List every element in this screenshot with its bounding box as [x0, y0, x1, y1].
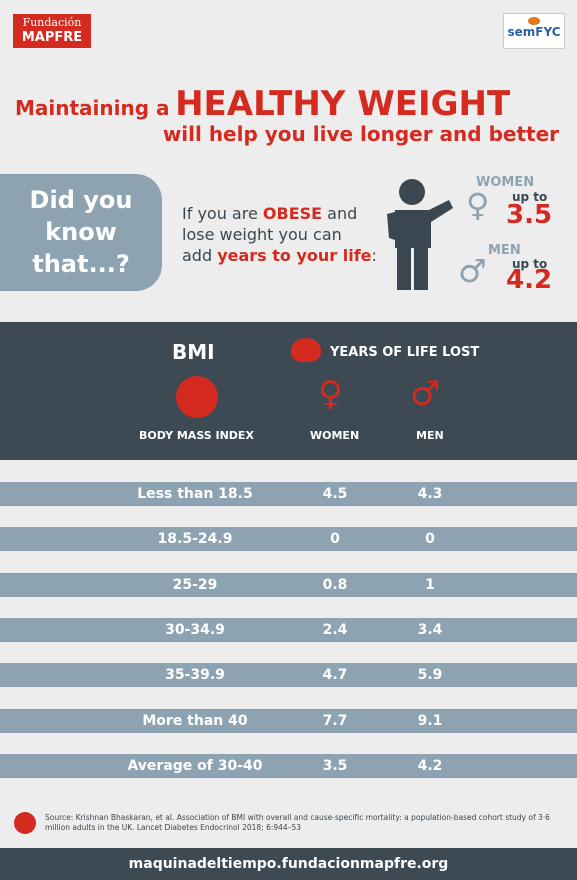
text: add: [182, 246, 218, 265]
table-row: 18.5-24.9 0 0: [0, 527, 577, 552]
table-value: 7.7: [322, 712, 348, 729]
table-label: 35-39.9: [165, 667, 225, 684]
footer: maquinadeltiempo.fundacionmapfre.org: [0, 848, 577, 880]
logo-text: semFYC: [507, 25, 561, 39]
title-emphasis: HEALTHY WEIGHT: [175, 84, 511, 124]
fact-text: If you are OBESE and lose weight you can…: [182, 203, 377, 266]
men-symbol: ♂: [458, 252, 487, 290]
question-box: Did you know that...?: [0, 174, 162, 291]
scale-icon: [176, 376, 218, 418]
text: OBESE: [262, 204, 323, 223]
table-value: 0: [330, 531, 340, 548]
text: and: [322, 204, 358, 223]
men-symbol: ♂: [410, 374, 441, 414]
men-value: 4.2: [506, 265, 553, 295]
women-value: 3.5: [506, 200, 553, 230]
table-value: 5.9: [417, 667, 443, 684]
source: Source: Krishnan Bhaskaran, et al. Assoc…: [45, 813, 550, 832]
table-label: Average of 30-40: [127, 757, 263, 774]
table-value: 3.5: [322, 757, 348, 774]
logo-text: Fundación: [22, 16, 82, 29]
women-symbol: ♀: [318, 374, 343, 414]
header-years: YEARS OF LIFE LOST: [330, 345, 480, 360]
table-label: More than 40: [142, 712, 248, 729]
women-prefix: up to: [512, 190, 548, 204]
header-bmi: BMI: [172, 340, 215, 364]
logo-right: semFYC: [503, 13, 565, 49]
women-symbol: ♀: [466, 186, 490, 224]
header-bmi-full: BODY MASS INDEX: [139, 429, 254, 442]
table-row: Average of 30-40 3.5 4.2: [0, 753, 577, 778]
table-value: 4.5: [322, 486, 348, 502]
table-value: 0: [425, 531, 435, 548]
table-row: 25-29 0.8 1: [0, 572, 577, 597]
logo-left: Fundación MAPFRE: [13, 14, 91, 48]
table-value: 0.8: [322, 576, 348, 593]
question-line: know: [45, 218, 117, 246]
table-value: 2.4: [322, 621, 348, 638]
text: lose weight you can: [182, 225, 342, 244]
question-line: that...?: [32, 250, 130, 278]
text: years to your life: [217, 246, 372, 265]
source-icon: [14, 812, 36, 834]
heart-icon: [291, 338, 321, 362]
table-row: 35-39.9 4.7 5.9: [0, 663, 577, 688]
table-row: 30-34.9 2.4 3.4: [0, 617, 577, 642]
table-label: 30-34.9: [165, 621, 225, 638]
women-label: WOMEN: [476, 175, 535, 190]
title: Maintaining a HEALTHY WEIGHT: [15, 84, 510, 124]
table-label: 25-29: [172, 576, 218, 593]
header-men: MEN: [416, 429, 444, 442]
title-prefix: Maintaining a: [15, 96, 170, 120]
table-value: 1: [425, 576, 435, 593]
table-value: 3.4: [417, 621, 443, 638]
table-row: More than 40 7.7 9.1: [0, 708, 577, 733]
text: If you are: [182, 204, 263, 223]
table-value: 4.3: [417, 486, 443, 502]
table-value: 4.7: [322, 667, 348, 684]
table-row: Less than 18.5 4.5 4.3: [0, 482, 577, 506]
subtitle: will help you live longer and better: [162, 122, 559, 146]
table-value: 4.2: [417, 757, 443, 774]
person-icon: [387, 179, 453, 290]
logo-text: MAPFRE: [21, 30, 83, 45]
men-prefix: up to: [512, 257, 548, 271]
header-women: WOMEN: [310, 429, 360, 442]
table-label: 18.5-24.9: [157, 531, 233, 548]
table-value: 9.1: [417, 712, 443, 729]
question-line: Did you: [29, 186, 133, 214]
table-header: BMI YEARS OF LIFE LOST ♀ ♂ BODY MASS IND…: [0, 322, 577, 460]
logo-icon: [528, 17, 540, 25]
men-label: MEN: [488, 243, 521, 258]
text: :: [371, 246, 377, 265]
table-label: Less than 18.5: [137, 486, 253, 502]
